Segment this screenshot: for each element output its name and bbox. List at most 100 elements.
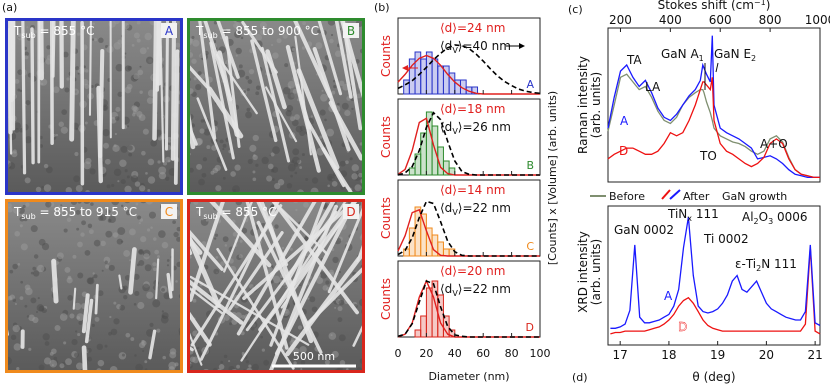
texture [154,249,160,255]
texture [130,337,135,341]
texture [142,283,150,292]
texture [250,326,255,331]
nanowire [188,199,226,302]
texture [282,86,291,95]
texture [133,32,140,39]
texture [66,77,70,81]
x-tick-label: 80 [505,347,519,360]
texture [125,210,132,216]
texture [43,184,52,192]
mean-label: ⟨d⟩=14 nm [440,183,505,197]
nanowire [187,226,221,308]
peak-label-part: GaN A [661,47,699,61]
histogram-bar [414,329,422,338]
image-caption: Tsub = 855 °C [13,24,94,40]
texture [135,363,144,372]
texture [246,88,250,92]
y-axis-label: XRD intensity [576,231,590,313]
texture [238,64,243,69]
texture [212,167,219,174]
x-tick-label: 0 [395,347,402,360]
texture [291,47,296,52]
legend-line [661,189,671,200]
texture [284,63,289,68]
texture [128,152,133,157]
texture [51,364,54,367]
texture [127,125,130,128]
texture [301,46,306,50]
letter-box [161,23,177,38]
histogram-bar [442,248,450,257]
texture [206,145,211,150]
nanowire [250,39,278,143]
texture [139,185,146,192]
texture [270,152,275,157]
mean-label: ⟨d⟩=18 nm [440,102,505,116]
texture [243,90,247,93]
image-caption: Tsub = 855 °C [195,205,276,221]
peak-label-part: ε-Ti [735,257,756,271]
texture [7,162,16,170]
texture [43,163,49,169]
peak-label: GaN A1 [661,47,704,63]
peak-label: TA [626,53,642,67]
texture [124,169,128,173]
peak-label: GaN E2 [714,47,756,63]
volume-mean-label-part: ⟨d [440,39,452,53]
nanowire [196,97,228,171]
nanowire [189,275,310,346]
texture [201,172,207,178]
texture [12,324,21,333]
texture [75,362,84,370]
texture [157,255,160,259]
texture [19,216,25,222]
image-caption-part: = 855 °C [36,24,95,38]
peak-label-part: TiN [667,207,687,221]
texture [130,175,139,183]
x-tick-label: 1000 [805,13,830,27]
texture [53,356,58,361]
nanowire [352,319,365,347]
texture [199,128,205,134]
texture [24,136,32,144]
texture [25,32,28,35]
texture [215,255,219,259]
x-axis-label: Diameter (nm) [428,370,509,383]
texture [94,316,100,322]
nanowire [265,49,287,110]
texture [266,175,273,182]
texture [255,91,260,96]
texture [80,232,85,237]
texture [111,183,115,187]
nanowire [316,18,343,96]
volume-fit-curve [397,279,540,338]
peak-label-part: GaN E [714,47,751,61]
nanowire [30,27,35,165]
nanowire [81,345,88,373]
texture [232,189,237,193]
texture [120,240,124,243]
histogram-frame [397,260,541,338]
image-border [5,18,183,195]
texture [92,272,95,275]
image-caption-part: = 855 to 915 °C [36,205,137,219]
texture [213,21,218,25]
panel-label: (d) [572,371,588,384]
nanowire [268,204,338,373]
panel-letter: A [526,78,534,91]
texture [263,359,270,366]
texture [249,144,257,152]
texture [138,259,145,266]
texture [195,84,202,91]
xrd-line [610,247,821,335]
texture [291,119,299,127]
texture [205,219,209,222]
texture [113,168,122,177]
x-tick-label: 600 [709,13,732,27]
texture [92,22,96,26]
texture [88,229,94,235]
texture [292,347,300,355]
nanowire [118,274,123,290]
texture [75,330,78,333]
texture [330,334,333,337]
